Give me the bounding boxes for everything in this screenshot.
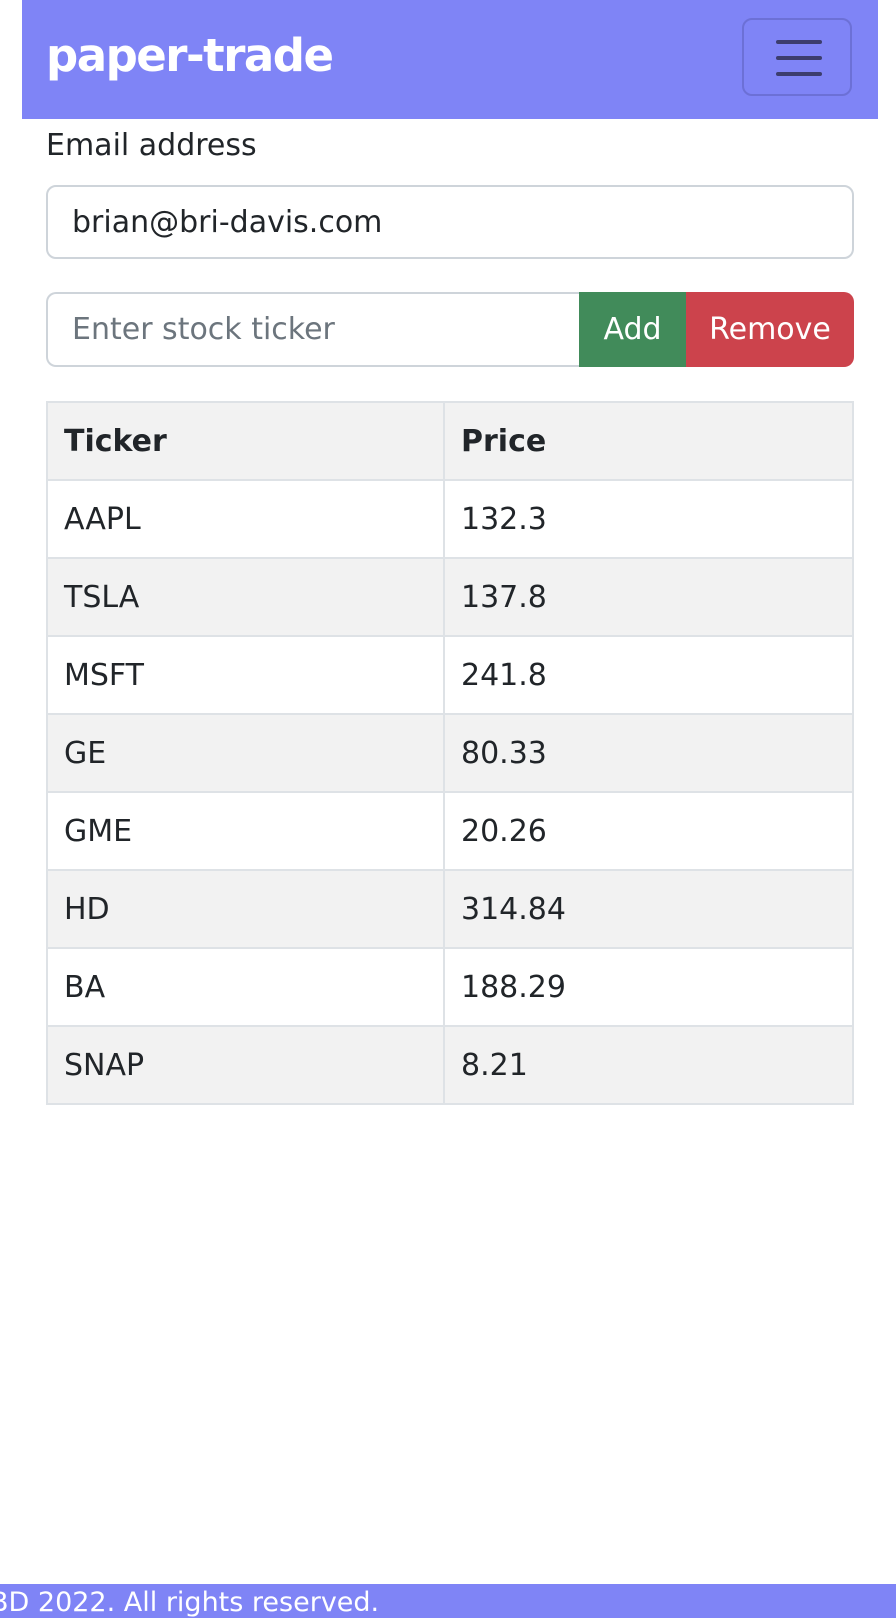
navbar-toggler-button[interactable] bbox=[742, 18, 852, 96]
ticker-input-group: Add Remove bbox=[46, 292, 854, 367]
hamburger-bar bbox=[776, 56, 822, 60]
table-row: BA 188.29 bbox=[46, 947, 854, 1027]
price-cell: 20.26 bbox=[443, 791, 854, 871]
email-label: Email address bbox=[46, 128, 257, 163]
add-button[interactable]: Add bbox=[579, 292, 686, 367]
table-row: HD 314.84 bbox=[46, 869, 854, 949]
ticker-cell: HD bbox=[46, 869, 445, 949]
ticker-column-header: Ticker bbox=[46, 401, 445, 481]
email-field[interactable] bbox=[46, 185, 854, 259]
navbar: paper-trade bbox=[22, 0, 878, 119]
table-row: SNAP 8.21 bbox=[46, 1025, 854, 1105]
ticker-cell: SNAP bbox=[46, 1025, 445, 1105]
table-row: GE 80.33 bbox=[46, 713, 854, 793]
price-cell: 314.84 bbox=[443, 869, 854, 949]
price-cell: 132.3 bbox=[443, 479, 854, 559]
ticker-cell: GME bbox=[46, 791, 445, 871]
table-header-row: Ticker Price bbox=[46, 401, 854, 481]
remove-button[interactable]: Remove bbox=[686, 292, 854, 367]
ticker-cell: BA bbox=[46, 947, 445, 1027]
price-cell: 8.21 bbox=[443, 1025, 854, 1105]
ticker-cell: GE bbox=[46, 713, 445, 793]
price-cell: 241.8 bbox=[443, 635, 854, 715]
stock-table: Ticker Price AAPL 132.3 TSLA 137.8 MSFT … bbox=[46, 401, 854, 1105]
brand-logo[interactable]: paper-trade bbox=[46, 29, 334, 82]
price-cell: 188.29 bbox=[443, 947, 854, 1027]
ticker-input[interactable] bbox=[46, 292, 579, 367]
price-column-header: Price bbox=[443, 401, 854, 481]
hamburger-bar bbox=[776, 40, 822, 44]
copyright-text: BD 2022. All rights reserved. bbox=[0, 1587, 380, 1618]
price-cell: 80.33 bbox=[443, 713, 854, 793]
table-row: MSFT 241.8 bbox=[46, 635, 854, 715]
ticker-cell: AAPL bbox=[46, 479, 445, 559]
price-cell: 137.8 bbox=[443, 557, 854, 637]
table-row: AAPL 132.3 bbox=[46, 479, 854, 559]
ticker-cell: MSFT bbox=[46, 635, 445, 715]
ticker-cell: TSLA bbox=[46, 557, 445, 637]
hamburger-bar bbox=[776, 72, 822, 76]
table-row: GME 20.26 bbox=[46, 791, 854, 871]
footer: BD 2022. All rights reserved. bbox=[0, 1584, 896, 1618]
table-row: TSLA 137.8 bbox=[46, 557, 854, 637]
